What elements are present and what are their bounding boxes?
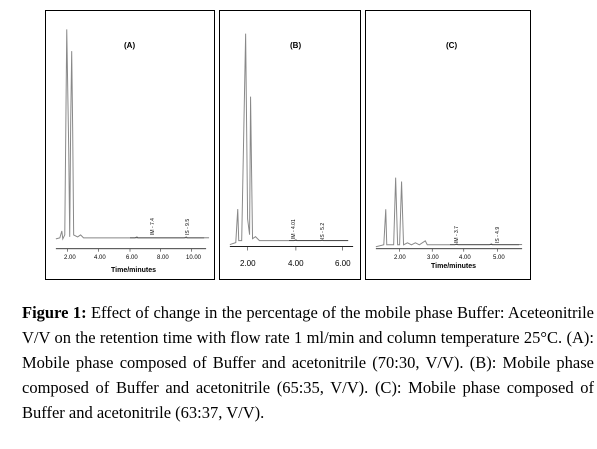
figure-caption: Figure 1: Effect of change in the percen…: [22, 300, 594, 425]
panel-b-peak-im-label: IM - 4.01: [291, 219, 297, 239]
panel-a-x-title: Time/minutes: [111, 267, 156, 274]
chromatogram-a-ticks: [67, 248, 192, 252]
panel-a-tick-10: 10.00: [186, 255, 202, 261]
panel-a-peak-is-label: IS - 9.5: [185, 218, 191, 235]
panel-c-peak-im-label: IM - 3.7: [454, 226, 460, 243]
chromatogram-c-plot: [375, 177, 523, 252]
chromatogram-b-trace: [229, 33, 349, 246]
panel-c-label: (C): [446, 41, 458, 50]
panel-c-tick-5: 5.00: [493, 255, 505, 261]
chromatogram-panel-a: (A) IM - 7.4 IS - 9.5 2.00 4.00 6.00 8.0…: [45, 10, 215, 280]
chromatogram-panel-c: (C) IM - 3.7 IS - 4.9 2.00 3.00 4.00 5.0…: [365, 10, 531, 280]
panel-b-tick-6: 6.00: [335, 259, 351, 268]
panel-c-tick-2: 2.00: [394, 255, 406, 261]
chromatogram-a-trace: [55, 29, 205, 241]
panel-b-tick-2: 2.00: [240, 259, 256, 268]
panel-a-label: (A): [124, 41, 136, 50]
chromatogram-b-ticks: [247, 246, 343, 251]
panel-a-tick-4: 4.00: [94, 255, 106, 261]
panel-b-label: (B): [290, 41, 302, 50]
panel-a-tick-6: 6.00: [126, 255, 138, 261]
panel-b-tick-4: 4.00: [288, 259, 304, 268]
panel-c-tick-4: 4.00: [459, 255, 471, 261]
panel-c-x-title: Time/minutes: [431, 263, 476, 270]
panel-a-peak-im-label: IM - 7.4: [150, 218, 156, 235]
chromatogram-a-plot: [55, 29, 210, 252]
caption-text: Effect of change in the percentage of th…: [22, 303, 595, 422]
chromatogram-b-plot: [229, 33, 354, 251]
figure-label: Figure 1:: [22, 303, 87, 322]
panel-c-tick-3: 3.00: [427, 255, 439, 261]
panel-c-peak-is-label: IS - 4.9: [495, 226, 501, 243]
chromatogram-c-ticks: [399, 248, 498, 252]
panel-b-peak-is-label: IS - 5.2: [320, 222, 326, 239]
panel-a-tick-2: 2.00: [64, 255, 76, 261]
chromatogram-panel-b: (B) IM - 4.01 IS - 5.2 2.00 4.00 6.00: [219, 10, 361, 280]
panel-a-tick-8: 8.00: [157, 255, 169, 261]
